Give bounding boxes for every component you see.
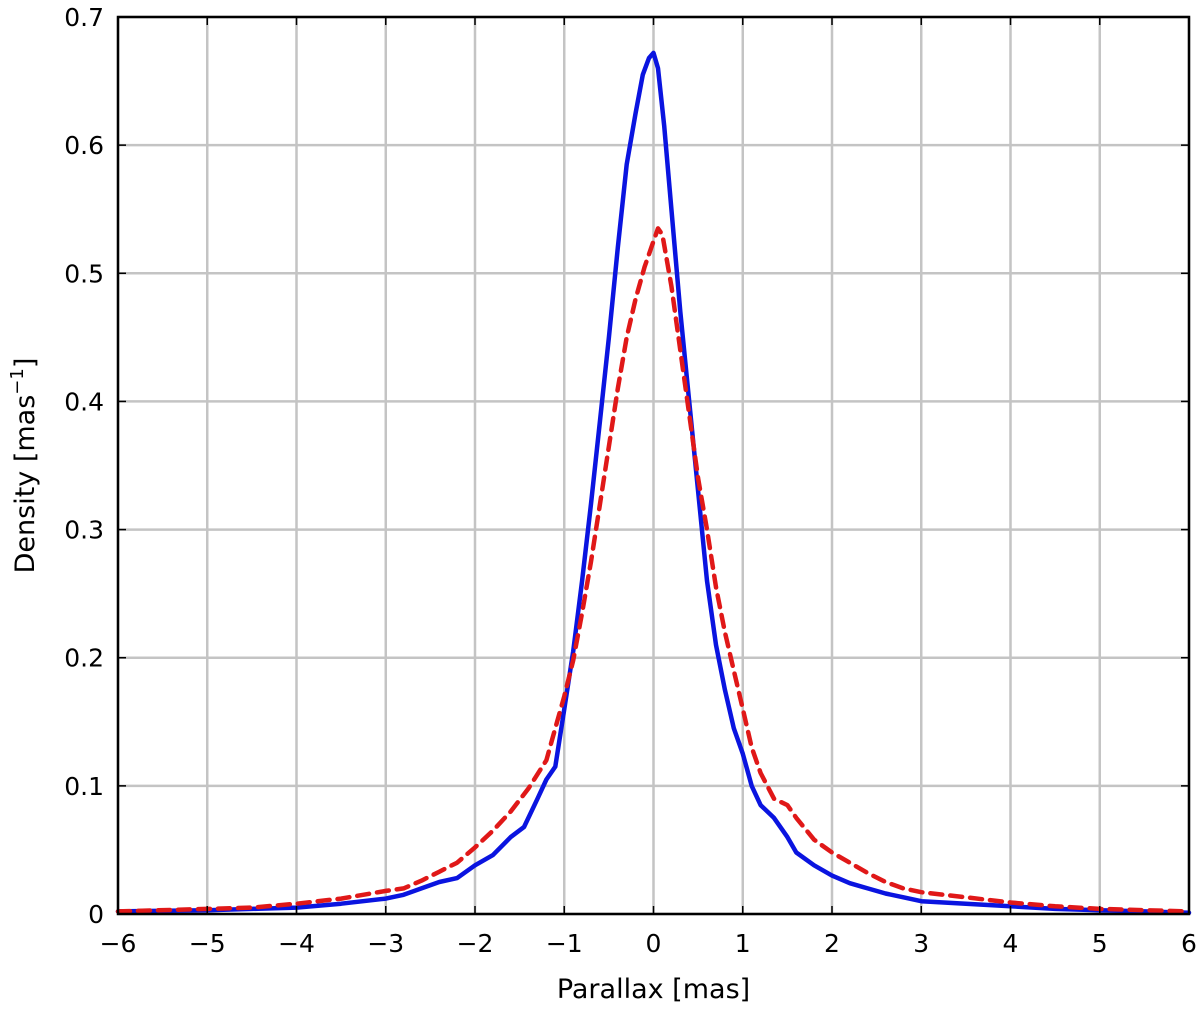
x-axis-label: Parallax [mas] xyxy=(557,974,750,1005)
x-tick-label: 6 xyxy=(1181,929,1197,958)
y-tick-label: 0 xyxy=(88,900,104,929)
y-axis-label-suffix: ] xyxy=(10,358,41,369)
y-tick-label: 0.1 xyxy=(64,772,104,801)
y-tick-label: 0.4 xyxy=(64,387,104,416)
ticks xyxy=(117,16,1190,915)
series-group xyxy=(115,50,1192,915)
x-tick-label: −1 xyxy=(546,929,583,958)
y-tick-label: 0.3 xyxy=(64,516,104,545)
x-tick-label: 4 xyxy=(1003,929,1019,958)
y-axis-label: Density [mas−1] xyxy=(7,358,41,574)
x-tick-label: 1 xyxy=(735,929,751,958)
x-tick-label: 3 xyxy=(913,929,929,958)
y-tick-label: 0.6 xyxy=(64,131,104,160)
y-tick-label: 0.5 xyxy=(64,259,104,288)
tick-labels: −6 −5 −4 −3 −2 −1 0 1 2 3 4 5 6 0 0.1 0.2 0.3 0.4 0.5 0.6 0.… xyxy=(64,3,1197,958)
x-tick-label: −3 xyxy=(367,929,404,958)
x-tick-label: 5 xyxy=(1092,929,1108,958)
grid xyxy=(116,15,1191,916)
y-axis-label-superscript: −1 xyxy=(7,368,28,395)
x-tick-label: −2 xyxy=(457,929,494,958)
series-line-solid xyxy=(115,50,1192,915)
x-tick-label: 0 xyxy=(646,929,662,958)
y-tick-label: 0.7 xyxy=(64,3,104,32)
x-tick-label: −4 xyxy=(278,929,315,958)
y-axis-label-main: Density [mas xyxy=(10,395,41,574)
series-line-dashed xyxy=(115,226,1192,914)
x-tick-label: −5 xyxy=(189,929,226,958)
y-tick-label: 0.2 xyxy=(64,644,104,673)
x-tick-label: 2 xyxy=(824,929,840,958)
x-tick-label: −6 xyxy=(100,929,137,958)
